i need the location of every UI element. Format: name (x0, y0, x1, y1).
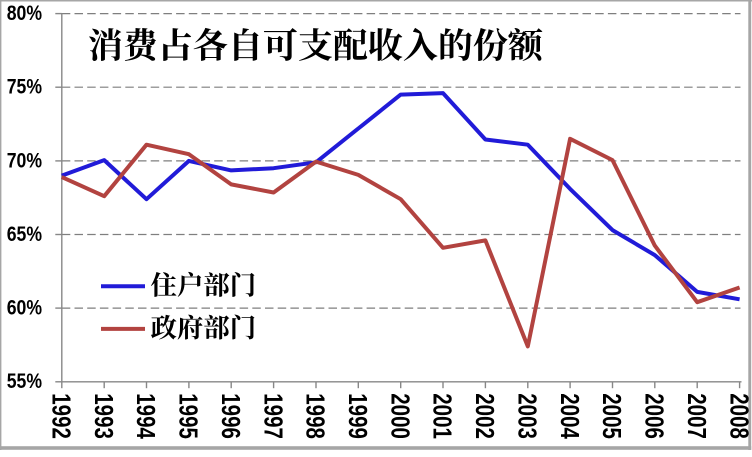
svg-text:1993: 1993 (89, 393, 118, 439)
svg-text:2002: 2002 (471, 393, 500, 439)
svg-text:1995: 1995 (174, 393, 203, 439)
svg-text:1999: 1999 (343, 393, 372, 439)
svg-text:65%: 65% (7, 222, 42, 246)
svg-text:1998: 1998 (301, 393, 330, 439)
svg-text:2001: 2001 (428, 393, 457, 439)
svg-text:2000: 2000 (386, 393, 415, 439)
svg-text:2008: 2008 (725, 393, 752, 439)
svg-text:1996: 1996 (216, 393, 245, 439)
svg-text:1992: 1992 (47, 393, 76, 439)
svg-text:60%: 60% (7, 296, 42, 320)
svg-text:2007: 2007 (682, 393, 711, 439)
svg-text:2005: 2005 (598, 393, 627, 439)
svg-text:2004: 2004 (555, 393, 584, 439)
svg-text:70%: 70% (7, 149, 42, 173)
svg-text:2003: 2003 (513, 393, 542, 439)
svg-text:80%: 80% (7, 2, 42, 26)
svg-text:1994: 1994 (132, 393, 161, 439)
svg-text:2006: 2006 (640, 393, 669, 439)
svg-text:1997: 1997 (259, 393, 288, 439)
svg-text:55%: 55% (7, 370, 42, 394)
svg-text:75%: 75% (7, 75, 42, 99)
